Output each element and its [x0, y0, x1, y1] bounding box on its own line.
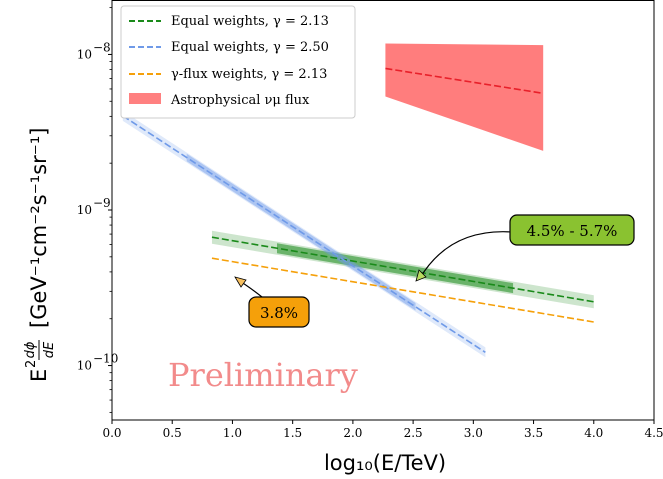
x-ticks: 0.0 0.5 1.0 1.5 2.0 2.5 3.0 3.5 4.0 4.5 — [102, 420, 663, 440]
annotation-box-orange — [248, 296, 310, 328]
annotation-text-orange: 3.8% — [260, 304, 298, 322]
annotation-text-green: 4.5% - 5.7% — [527, 222, 618, 240]
y-ticks: 10−810−910−10 — [77, 7, 118, 413]
y-label-num: dϕ — [23, 341, 38, 358]
series-line-orange — [211, 257, 594, 323]
x-tick-label: 4.5 — [644, 426, 663, 440]
x-tick-label: 1.0 — [223, 426, 242, 440]
legend-label-red: Astrophysical νμ flux — [170, 93, 310, 108]
y-tick-exponent: −10 — [93, 352, 118, 366]
legend: Equal weights, γ = 2.13 Equal weights, γ… — [120, 5, 356, 119]
legend-label-blue: Equal weights, γ = 2.50 — [171, 40, 329, 55]
series-line-red — [385, 67, 544, 95]
legend-label-orange: γ-flux weights, γ = 2.13 — [171, 67, 327, 82]
x-tick-label: 4.0 — [584, 426, 603, 440]
y-label-exp: 2 — [24, 360, 39, 368]
x-tick-label: 3.0 — [464, 426, 483, 440]
x-axis-label: log₁₀(E/TeV) — [324, 451, 446, 475]
band-red — [385, 43, 544, 151]
x-tick-label: 3.5 — [524, 426, 543, 440]
y-tick-label: 10 — [77, 47, 92, 61]
y-label-den: dE — [42, 341, 57, 358]
annotations-layer: 4.5% - 5.7% 3.8% — [234, 214, 635, 328]
series-line-blue — [122, 115, 486, 354]
preliminary-label: Preliminary — [168, 356, 358, 394]
annotation-arrowhead-green — [415, 269, 427, 282]
x-tick-label: 1.5 — [283, 426, 302, 440]
y-label-units: [GeV⁻¹cm⁻²s⁻¹sr⁻¹] — [27, 128, 51, 328]
legend-swatch-red — [129, 93, 161, 104]
series-line-green — [211, 236, 594, 303]
annotation-arrowhead-orange — [234, 276, 247, 288]
x-tick-label: 0.0 — [102, 426, 121, 440]
y-tick-exponent: −9 — [93, 196, 111, 210]
legend-label-green: Equal weights, γ = 2.13 — [171, 14, 329, 29]
y-tick-exponent: −8 — [93, 40, 111, 54]
y-label-e: E — [27, 369, 51, 382]
lines-layer — [122, 67, 594, 354]
y-axis-label: E 2 dϕ dE [GeV⁻¹cm⁻²s⁻¹sr⁻¹] — [23, 128, 57, 382]
x-tick-label: 2.0 — [343, 426, 362, 440]
legend-box — [120, 5, 356, 119]
y-tick-label: 10 — [77, 203, 92, 217]
x-tick-label: 0.5 — [163, 426, 182, 440]
y-tick-label: 10 — [77, 359, 92, 373]
annotation-arrow-green — [419, 231, 513, 279]
x-tick-label: 2.5 — [404, 426, 423, 440]
annotation-box-green — [509, 214, 635, 246]
